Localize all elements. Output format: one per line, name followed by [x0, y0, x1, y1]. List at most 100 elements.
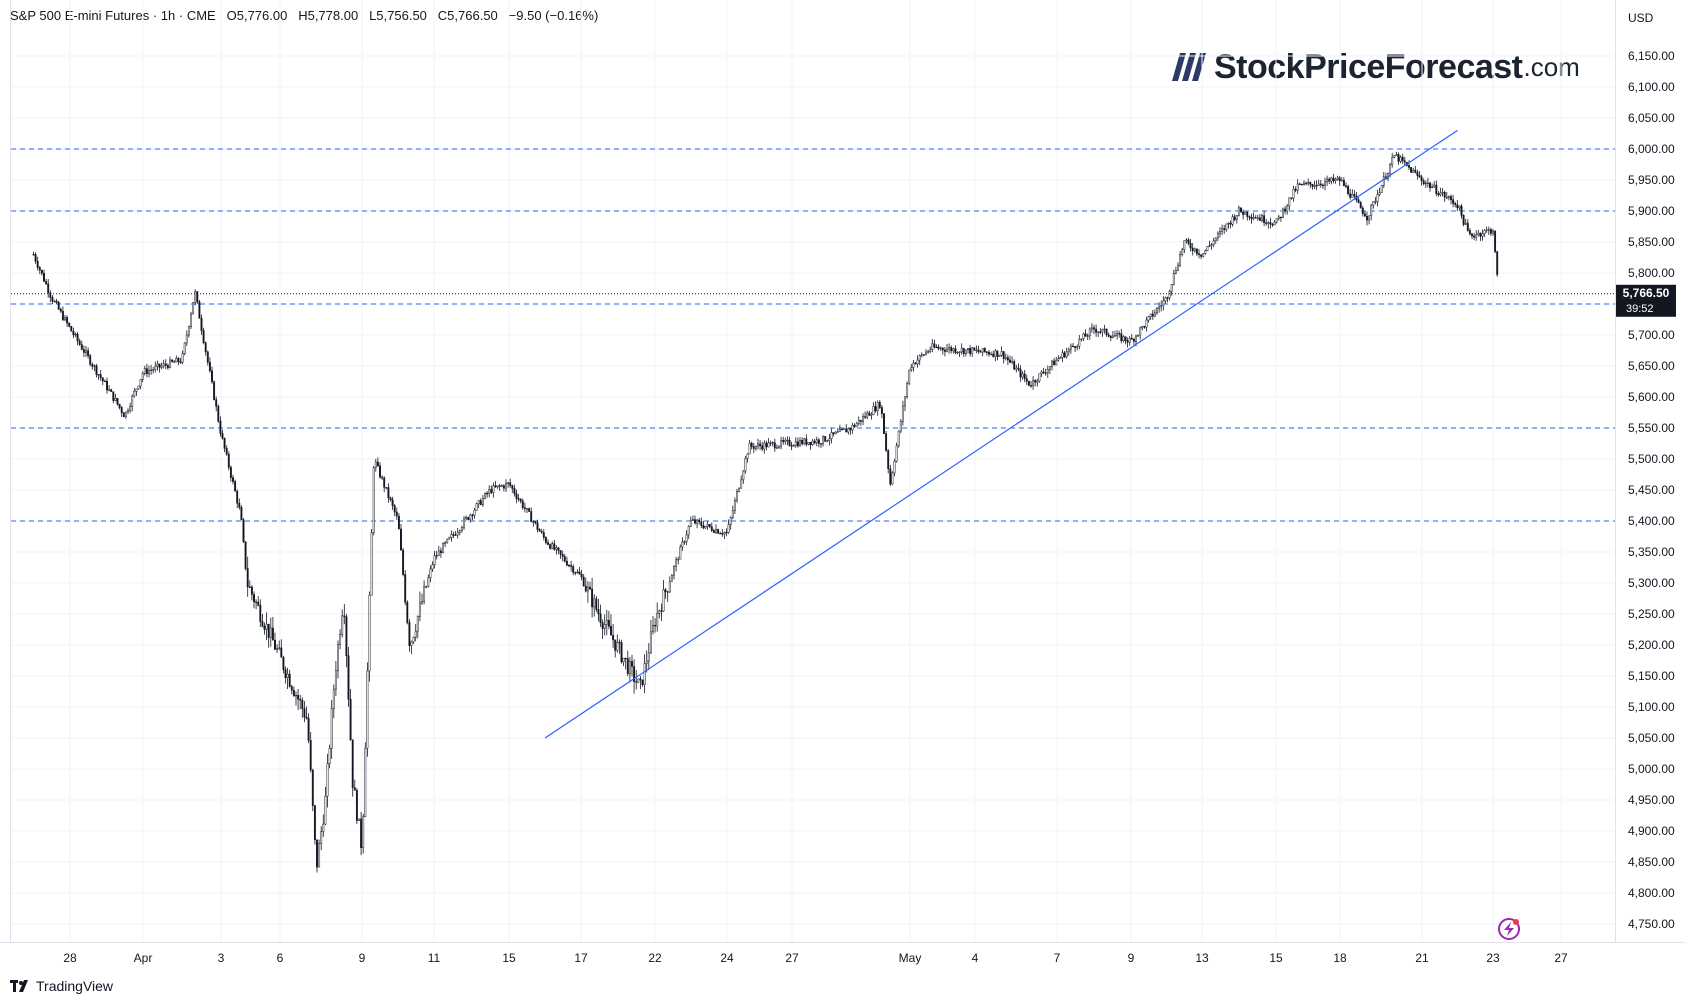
candle-body — [1244, 211, 1247, 215]
candle-body — [1334, 179, 1337, 182]
candle-body — [614, 639, 617, 651]
candle-body — [1141, 326, 1144, 329]
candle-body — [414, 630, 417, 638]
candle-body — [1038, 373, 1041, 382]
candle-body — [269, 627, 272, 638]
candle-body — [681, 541, 684, 548]
candle-body — [641, 679, 644, 685]
candle-body — [36, 261, 39, 268]
trendline[interactable] — [544, 129, 1458, 739]
candle-body — [1181, 249, 1184, 255]
candle-body — [416, 616, 419, 632]
candle-body — [698, 519, 701, 523]
candle-body — [1439, 192, 1442, 196]
candle-body — [1105, 328, 1108, 336]
time-axis-tick: 15 — [502, 951, 516, 965]
candle-body — [1414, 169, 1417, 173]
candle-body — [175, 357, 178, 363]
candle-body — [809, 442, 812, 446]
candle-body — [878, 402, 881, 408]
candle-body — [255, 601, 258, 603]
candle-body — [431, 564, 434, 570]
candle-body — [460, 526, 463, 531]
candle-body — [370, 532, 373, 596]
candle-body — [591, 588, 594, 608]
candle-body — [1189, 243, 1192, 249]
candle-body — [391, 499, 394, 506]
candle-body — [330, 708, 333, 749]
candle-body — [486, 492, 489, 495]
time-axis-tick: 4 — [972, 951, 979, 965]
horizontal-levels[interactable] — [11, 148, 1615, 522]
candle-body — [444, 542, 447, 544]
candle-body — [1294, 188, 1297, 191]
candle-body — [1315, 185, 1318, 187]
candle-body — [969, 348, 972, 354]
candle-body — [368, 594, 371, 672]
candle-body — [421, 601, 423, 604]
candle-body — [1074, 346, 1077, 348]
candle-body — [1353, 194, 1356, 197]
candle-body — [1132, 339, 1135, 342]
candle-body — [51, 296, 54, 302]
candle-body — [297, 694, 300, 700]
candle-body — [864, 416, 867, 418]
candle-body — [1263, 215, 1266, 223]
candle-body — [236, 490, 239, 504]
candle-body — [166, 365, 169, 368]
candle-body — [1084, 333, 1087, 337]
candle-body — [555, 547, 558, 550]
candle-body — [960, 348, 963, 353]
candle-body — [1034, 380, 1037, 383]
tradingview-footer[interactable]: TradingView — [10, 978, 113, 994]
candle-body — [1468, 230, 1471, 235]
candle-body — [1300, 183, 1303, 186]
candle-body — [597, 609, 600, 615]
candle-body — [652, 624, 654, 633]
candle-body — [859, 419, 862, 422]
candle-body — [91, 364, 94, 367]
candle-body — [807, 442, 810, 445]
candle-body — [763, 442, 766, 450]
candle-body — [1013, 361, 1016, 370]
candle-body — [992, 353, 995, 357]
candle-body — [1147, 316, 1150, 321]
candle-body — [1435, 184, 1438, 194]
candle-body — [532, 521, 535, 523]
candle-body — [948, 347, 951, 350]
candle-body — [631, 661, 633, 667]
candle-body — [1357, 199, 1360, 203]
candle-body — [349, 698, 352, 741]
candle-body — [192, 301, 195, 315]
candle-body — [624, 657, 627, 660]
candle-body — [1015, 367, 1018, 370]
lightning-icon[interactable] — [1498, 918, 1520, 940]
candle-body — [64, 317, 66, 321]
candle-body — [59, 309, 62, 312]
candle-body — [1422, 180, 1425, 185]
candle-body — [1282, 208, 1284, 218]
candle-body — [1326, 178, 1329, 183]
price-axis[interactable]: 6,150.00 6,100.00 6,050.00 6,000.00 5,950.00… — [1628, 49, 1675, 931]
time-axis[interactable]: 28 Apr 3 6 9 11 15 17 22 24 27 May 4 7 9 13 15 18 21 23 27 — [63, 951, 1568, 965]
candle-body — [526, 508, 528, 510]
close-value: C5,766.50 — [437, 8, 498, 23]
candle-body — [687, 526, 690, 536]
candle-body — [1103, 328, 1106, 331]
symbol-name[interactable]: S&P 500 E-mini Futures — [10, 8, 150, 23]
candle-body — [1452, 199, 1455, 204]
currency-label[interactable]: USD — [1628, 11, 1654, 25]
price-axis-tick: 6,150.00 — [1628, 49, 1675, 63]
candle-body — [120, 407, 123, 414]
candle-body — [1225, 223, 1228, 230]
candle-body — [565, 560, 568, 566]
candle-body — [1477, 232, 1480, 236]
candle-body — [502, 485, 505, 489]
trendlines[interactable] — [544, 129, 1458, 739]
candle-body — [1032, 380, 1035, 387]
interval-label[interactable]: 1h — [160, 8, 176, 23]
candle-body — [620, 642, 623, 663]
candle-body — [1135, 335, 1137, 342]
candle-body — [975, 349, 978, 351]
